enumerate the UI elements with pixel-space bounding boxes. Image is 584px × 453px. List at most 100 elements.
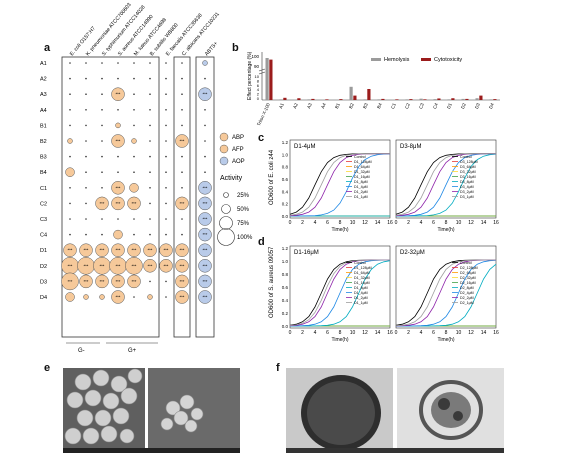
empty-dot [85,77,87,80]
empty-dot [149,218,151,220]
empty-dot [181,93,183,95]
row-label: D1 [40,248,47,254]
empty-dot [117,109,119,111]
row-label: C3 [40,217,47,223]
x-axis-label: Time(h) [437,227,454,233]
y-tick-label: 0.6 [282,177,289,182]
significance-stars: *** [148,248,153,253]
legend-entry: Control [460,261,472,265]
x-tick-label: A2 [292,102,299,110]
y-tick-label: 2 [257,92,260,97]
empty-dot [117,155,119,158]
cytotoxicity-bar [269,59,273,100]
significance-stars: *** [203,201,208,206]
legend-label: AOP [232,159,245,165]
x-tick-label: 6 [432,220,435,226]
x-tick-label: 4 [420,330,423,336]
legend-entry: D1_16μM [354,281,370,285]
empty-dot [165,93,167,95]
y-tick-label: 1.2 [282,140,289,145]
x-tick-label: 6 [326,330,329,336]
empty-dot [69,202,71,205]
growth-curve [290,153,391,217]
hemolysis-bar [489,99,493,100]
legend-size-label: 25% [237,193,250,199]
chart-label: D1-4μM [294,144,315,150]
legend-entry: D2_4μM [460,291,474,295]
activity-bubble [147,294,153,300]
activity-bubble [175,134,189,148]
cytotoxicity-bar [381,98,385,100]
empty-dot [165,140,167,142]
cytotoxicity-bar [493,99,497,100]
x-tick-label: D4 [488,102,495,110]
cytotoxicity-bar [339,99,343,100]
empty-dot [85,124,87,127]
empty-dot [165,109,167,111]
empty-dot [101,233,103,236]
activity-bubble [175,243,189,257]
legend-size-label: 75% [237,221,250,227]
empty-dot [149,280,151,283]
empty-dot [85,218,87,220]
growth-curve [396,153,497,217]
legend-hemolysis-label: Hemolysis [384,57,410,63]
legend-entry: D3_4μM [460,185,474,189]
significance-stars: *** [116,201,121,206]
legend-entry: D1_2μM [354,190,368,194]
legend-entry: D3_8μM [460,180,474,184]
legend-entry: D1_1μM [354,301,368,305]
x-tick-label: 8 [339,330,342,336]
empty-dot [85,171,87,173]
x-tick-label: 2 [407,220,410,226]
y-tick-label: 1.2 [282,246,289,251]
legend-size-circle [221,204,231,214]
y-tick-label: 0.4 [282,189,289,194]
empty-dot [85,62,87,64]
empty-dot [85,233,87,236]
activity-bubble [65,292,75,302]
legend-size-label: 100% [237,235,253,241]
y-tick-label: 0 [257,96,260,101]
significance-stars: *** [203,279,208,284]
legend-entry: D1_32μM [354,276,370,280]
cytotoxicity-bar [451,98,455,100]
panel-letter-d: d [258,236,265,248]
hemolysis-bar [363,99,367,100]
empty-dot [133,124,135,127]
y-tick-label: 0.2 [282,311,289,316]
legend-size-circle [217,228,235,246]
x-tick-label: 8 [445,220,448,226]
activity-bubble [127,274,141,289]
activity-bubble [202,60,208,66]
empty-dot [204,109,206,111]
empty-dot [69,62,71,64]
legend-entry: D2_8μM [460,286,474,290]
growth-curve-charts: D1-4μMControlD1_128μMD1_64μMD1_32μMD1_16… [269,139,499,343]
chart-frame [395,245,497,329]
growth-curve [289,259,391,327]
activity-bubble [175,290,189,304]
activity-bubble [95,274,109,289]
empty-dot [69,187,71,189]
empty-dot [204,77,206,80]
legend-entry: Control [354,261,366,265]
significance-stars: *** [116,185,121,190]
legend-size-circle [223,192,229,198]
legend-entry: D1_128μM [354,160,372,164]
legend-hemolysis-swatch [371,58,381,61]
row-label: C2 [40,201,47,207]
legend-entry: D1_4μM [354,291,368,295]
legend-entry: D1_2μM [354,296,368,300]
activity-bubble [175,196,189,211]
hemolysis-bar [447,99,451,100]
significance-stars: *** [84,263,89,268]
empty-dot [149,77,151,80]
cytotoxicity-bar [297,98,301,100]
empty-dot [149,140,151,142]
empty-dot [133,296,135,298]
legend-entry: Control [460,155,472,159]
significance-stars: *** [116,92,121,97]
legend-entry: D1_1μM [354,195,368,199]
chart-label: D2-32μM [400,250,425,256]
